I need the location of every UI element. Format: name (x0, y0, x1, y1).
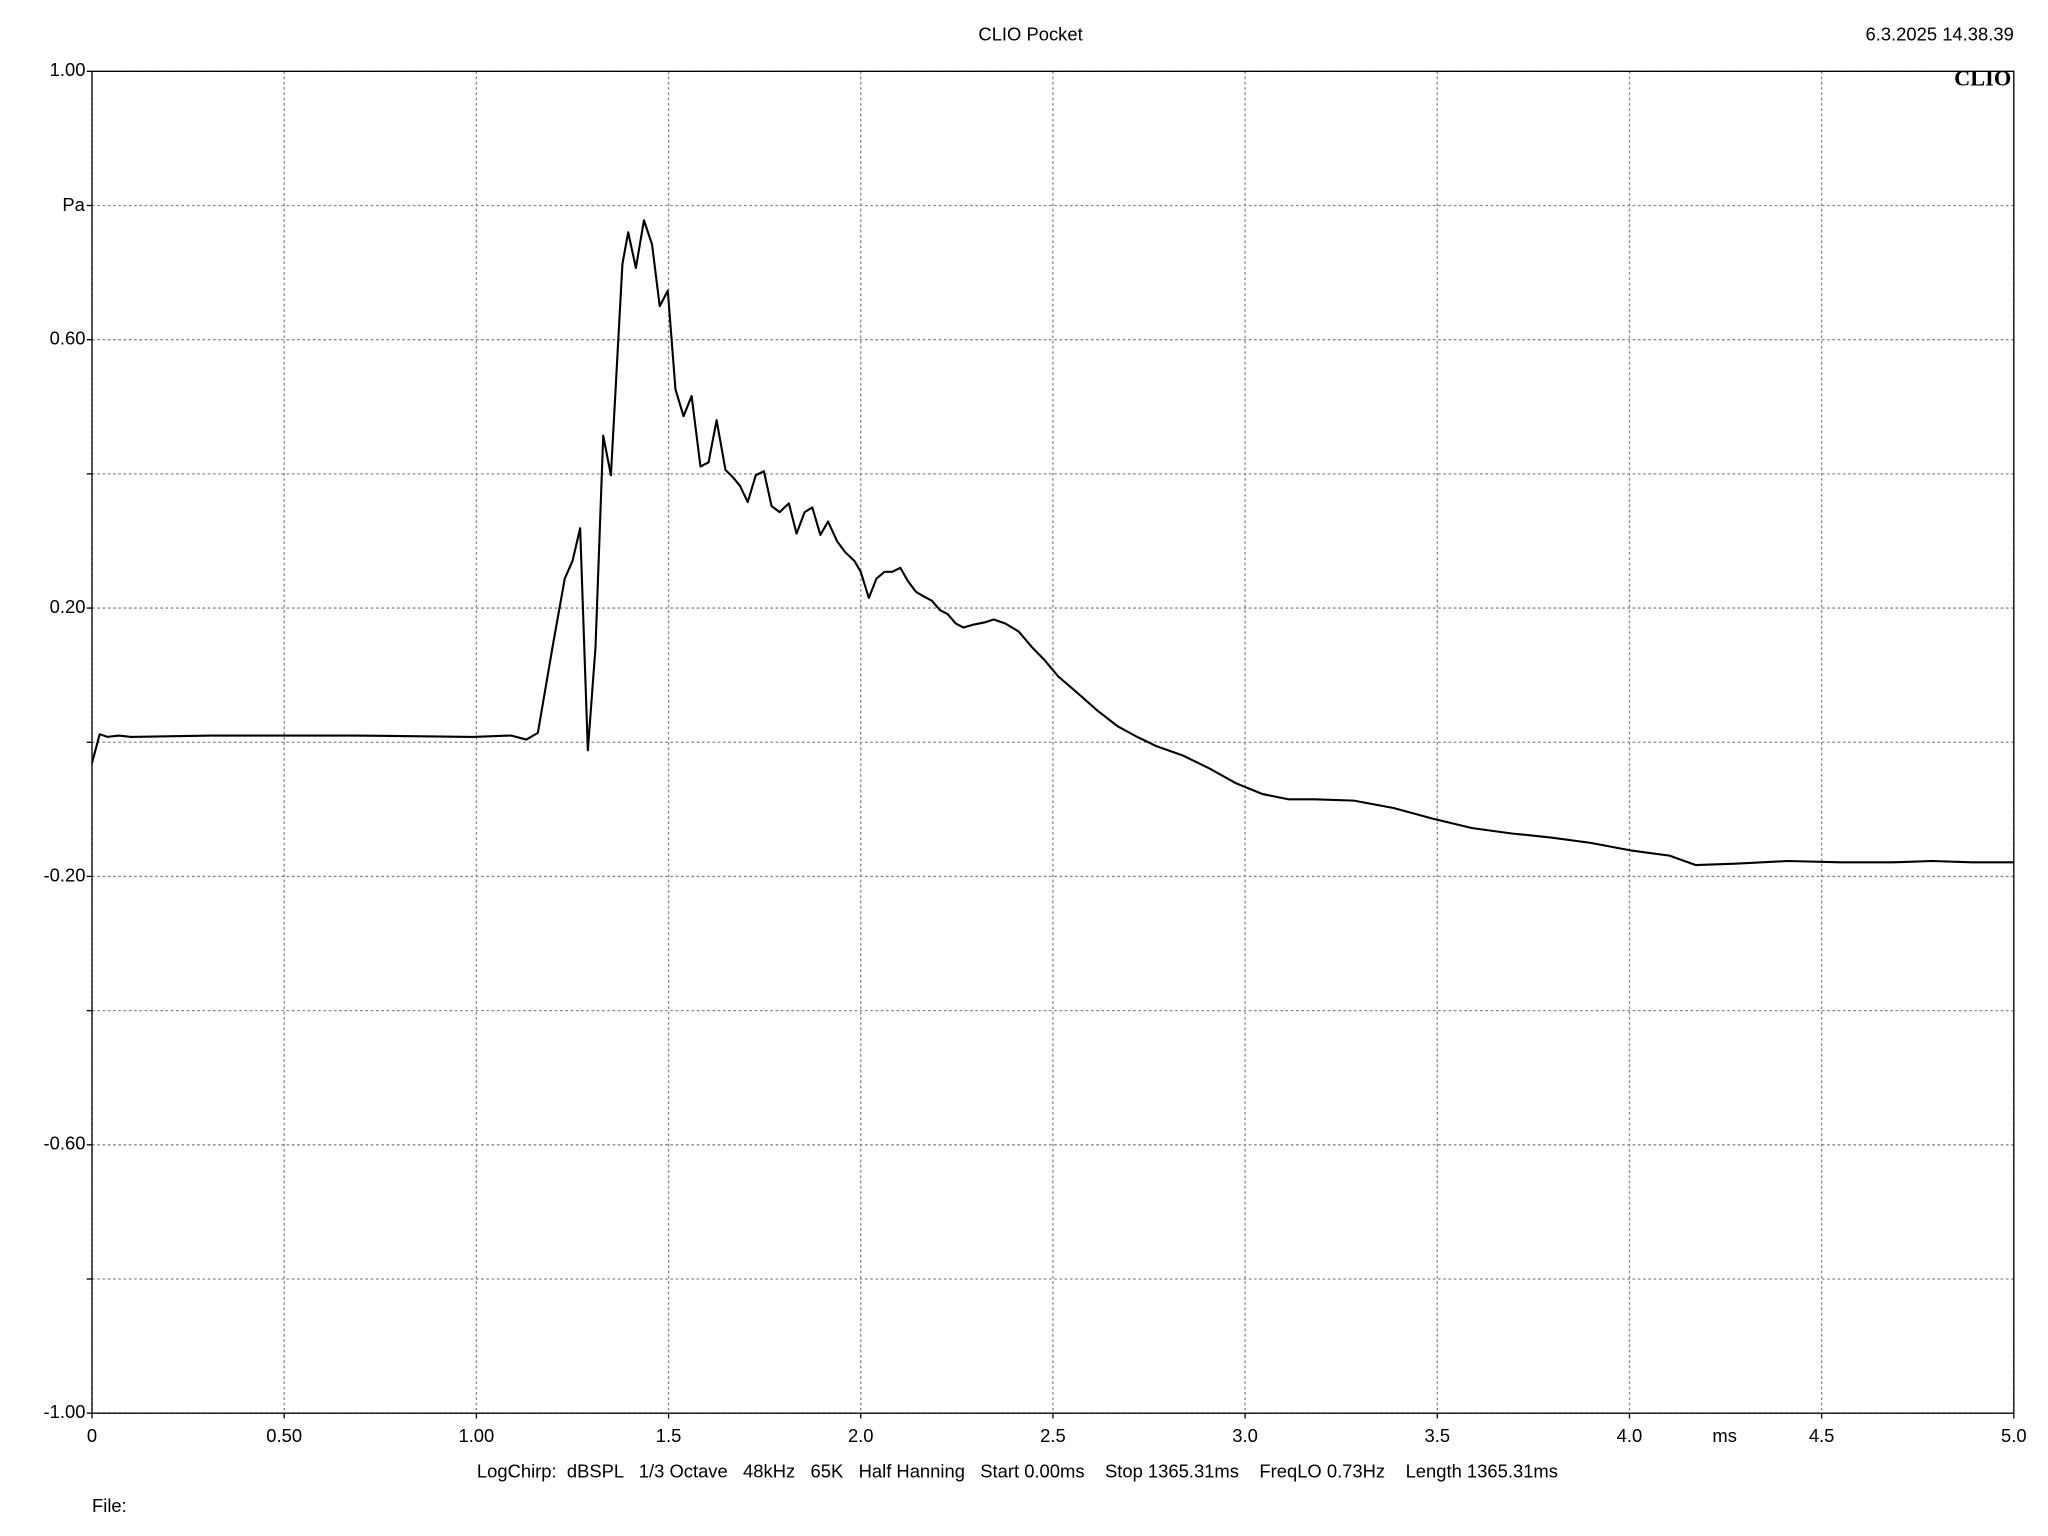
y-axis-label: Pa (62, 194, 85, 215)
x-tick-label: 5.0 (2001, 1425, 2027, 1446)
y-tick-label: -1.00 (44, 1401, 86, 1422)
chart-title: CLIO Pocket (978, 24, 1082, 45)
x-tick-label: 0.50 (266, 1425, 302, 1446)
y-tick-label: -0.20 (44, 864, 86, 885)
x-tick-label: 1.5 (656, 1425, 682, 1446)
y-tick-label: 0.20 (50, 596, 86, 617)
x-tick-label: 3.0 (1232, 1425, 1258, 1446)
x-axis-label: ms (1712, 1425, 1737, 1446)
y-tick-label: -0.60 (44, 1133, 86, 1154)
x-tick-label: 0 (87, 1425, 97, 1446)
x-tick-label: 2.5 (1040, 1425, 1066, 1446)
file-label: File: (92, 1495, 127, 1516)
data-line (90, 219, 2014, 867)
y-tick-label: 0.60 (50, 328, 86, 349)
plot-frame (91, 70, 2015, 1414)
y-tick-label: 1.00 (50, 59, 86, 80)
x-tick-label: 4.0 (1617, 1425, 1643, 1446)
x-tick-label: 3.5 (1424, 1425, 1450, 1446)
x-tick-label: 4.5 (1809, 1425, 1835, 1446)
footer-info: LogChirp: dBSPL 1/3 Octave 48kHz 65K Hal… (477, 1460, 1558, 1481)
x-tick-label: 2.0 (848, 1425, 874, 1446)
timestamp: 6.3.2025 14.38.39 (1866, 24, 2014, 45)
x-tick-label: 1.00 (458, 1425, 494, 1446)
logo: CLIO (1954, 66, 2011, 91)
